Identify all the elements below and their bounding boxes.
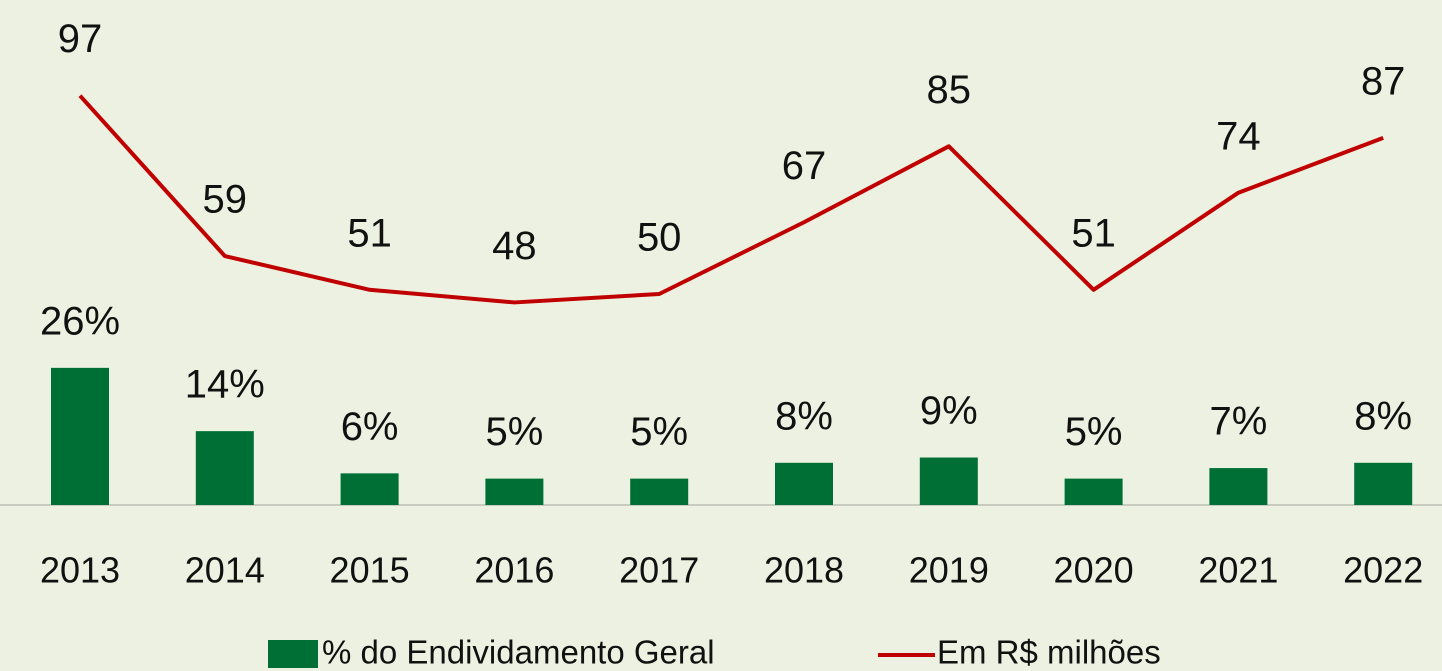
bar xyxy=(775,462,833,505)
data-label: 8% xyxy=(1354,394,1412,438)
x-tick-label: 2014 xyxy=(185,550,265,591)
bar xyxy=(195,431,254,505)
data-label: 5% xyxy=(485,410,543,454)
bar xyxy=(51,367,109,505)
bar xyxy=(485,478,544,505)
bar xyxy=(340,473,399,505)
x-tick-label: 2016 xyxy=(474,550,554,591)
data-label: 51 xyxy=(1071,211,1116,255)
legend-label: % do Endividamento Geral xyxy=(322,634,715,671)
data-label: 51 xyxy=(347,211,392,255)
line xyxy=(78,94,1384,305)
x-tick-label: 2022 xyxy=(1343,550,1423,591)
legend-swatch xyxy=(268,640,318,668)
data-label: 85 xyxy=(927,68,972,112)
data-label: 7% xyxy=(1209,400,1267,444)
bar xyxy=(919,457,978,505)
data-label: 74 xyxy=(1216,114,1261,158)
x-tick-label: 2020 xyxy=(1054,550,1134,591)
data-label: 67 xyxy=(782,144,827,188)
data-label: 5% xyxy=(1065,410,1123,454)
data-label: 59 xyxy=(203,178,248,222)
data-label: 97 xyxy=(58,17,103,61)
bar xyxy=(1064,478,1123,505)
data-label: 8% xyxy=(775,394,833,438)
data-label: 87 xyxy=(1361,59,1406,103)
x-tick-label: 2017 xyxy=(619,550,699,591)
data-label: 14% xyxy=(185,363,265,407)
legend-label: Em R$ milhões xyxy=(937,634,1161,671)
data-label: 9% xyxy=(920,389,978,433)
x-tick-label: 2019 xyxy=(909,550,989,591)
x-tick-label: 2013 xyxy=(40,550,120,591)
bar xyxy=(630,478,689,505)
x-tick-label: 2018 xyxy=(764,550,844,591)
bar xyxy=(1354,462,1413,505)
data-label: 5% xyxy=(630,410,688,454)
x-tick-label: 2015 xyxy=(330,550,410,591)
bar xyxy=(1209,468,1268,505)
data-label: 50 xyxy=(637,216,682,260)
data-label: 26% xyxy=(40,299,120,343)
data-label: 6% xyxy=(341,405,399,449)
data-label: 48 xyxy=(492,224,537,268)
x-tick-label: 2021 xyxy=(1198,550,1278,591)
